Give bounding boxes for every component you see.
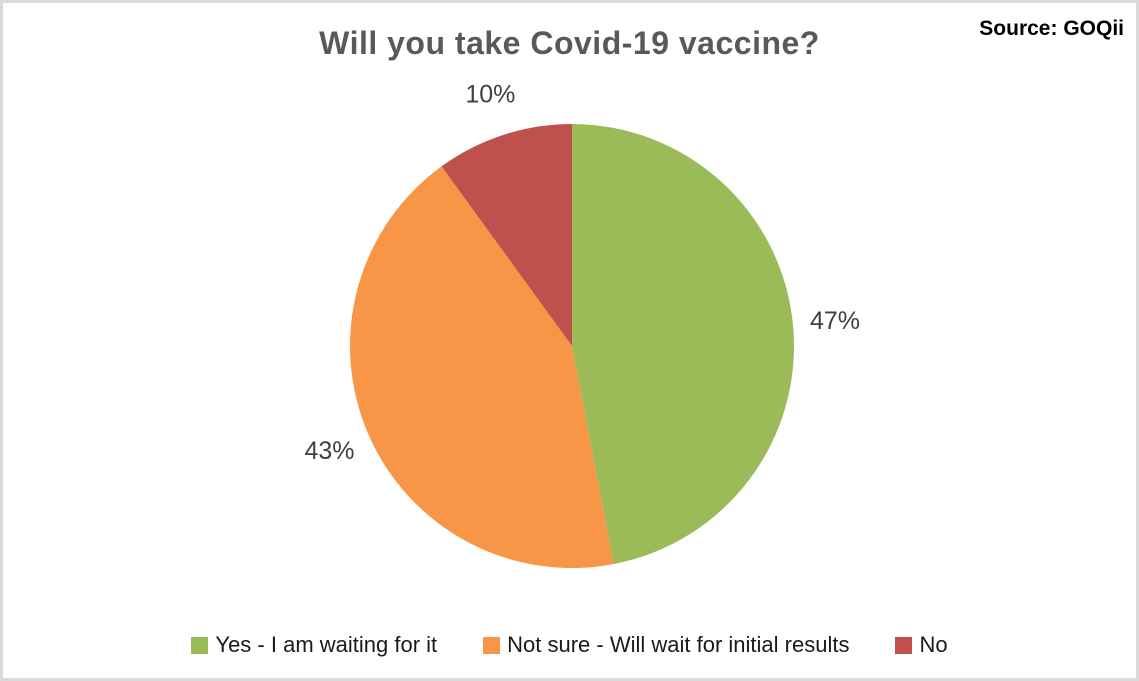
legend-item-not-sure: Not sure - Will wait for initial results bbox=[483, 632, 849, 658]
pie-slice-2 bbox=[441, 124, 572, 346]
legend-swatch-no bbox=[895, 636, 913, 654]
slice-data-label-2: 10% bbox=[465, 81, 515, 109]
legend: Yes - I am waiting for it Not sure - Wil… bbox=[3, 632, 1136, 658]
slice-data-label-1: 43% bbox=[304, 437, 354, 465]
legend-swatch-not-sure bbox=[483, 636, 501, 654]
legend-item-yes: Yes - I am waiting for it bbox=[191, 632, 437, 658]
legend-label-not-sure: Not sure - Will wait for initial results bbox=[507, 632, 850, 657]
legend-label-no: No bbox=[919, 632, 948, 657]
chart-title: Will you take Covid-19 vaccine? bbox=[319, 25, 820, 61]
legend-item-no: No bbox=[895, 632, 948, 658]
slice-data-label-0: 47% bbox=[810, 307, 860, 335]
source-label: Source: GOQii bbox=[979, 17, 1124, 40]
legend-swatch-yes bbox=[191, 636, 209, 654]
pie-slice-0 bbox=[572, 124, 795, 565]
pie-chart: 47% 43% 10% bbox=[304, 81, 860, 569]
legend-label-yes: Yes - I am waiting for it bbox=[215, 632, 438, 657]
pie-slice-1 bbox=[349, 166, 614, 569]
